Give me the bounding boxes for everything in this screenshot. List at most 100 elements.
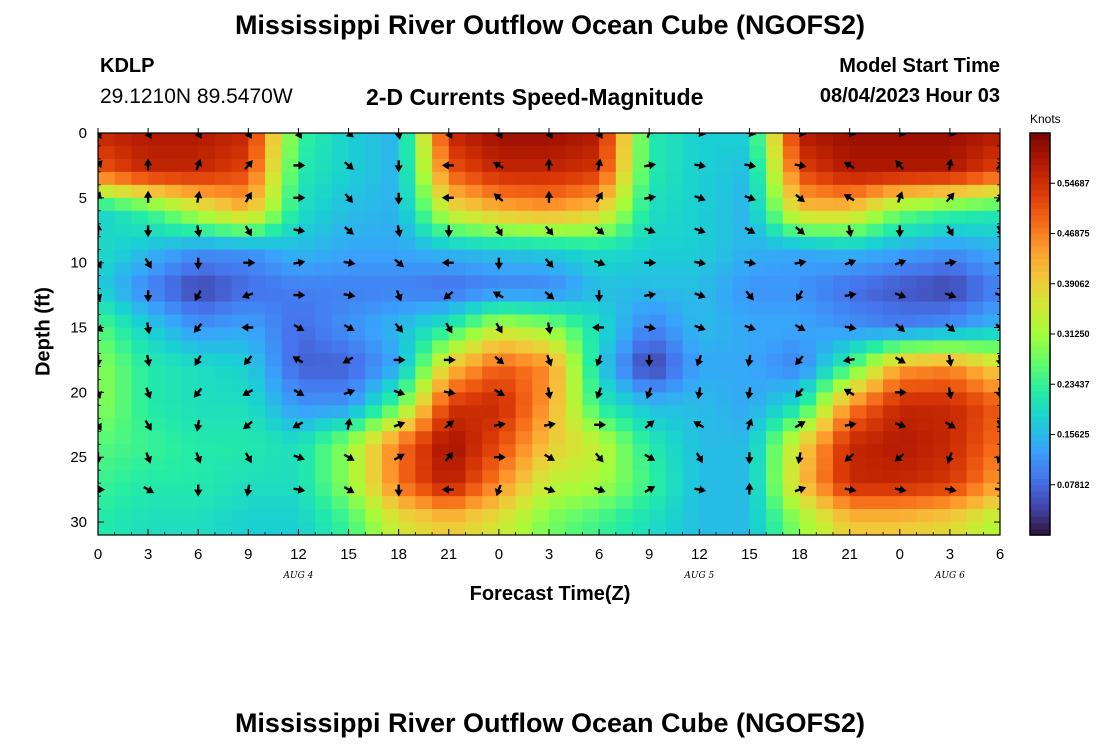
heatmap-cell (582, 327, 600, 342)
heatmap-cell (933, 288, 951, 303)
heatmap-cell (565, 392, 583, 406)
colorbar-segment (1030, 509, 1050, 517)
heatmap-cell (532, 509, 550, 523)
heatmap-cell (315, 392, 333, 406)
current-arrow (842, 355, 855, 365)
heatmap-cell (866, 379, 884, 393)
heatmap-cell (899, 171, 918, 186)
heatmap-cell (164, 418, 183, 432)
heatmap-cell (615, 496, 634, 510)
heatmap-cell (883, 405, 901, 419)
heatmap-cell (432, 171, 450, 186)
heatmap-cell (582, 392, 600, 406)
heatmap-cell (883, 210, 901, 225)
heatmap-cell (315, 262, 333, 277)
heatmap-cell (98, 197, 116, 212)
heatmap-cell (549, 262, 567, 277)
heatmap-cell (298, 223, 316, 238)
heatmap-cell (899, 392, 918, 406)
heatmap-cell (465, 275, 483, 290)
heatmap-cell (749, 275, 767, 290)
heatmap-cell (365, 210, 383, 225)
heatmap-cell (265, 496, 283, 510)
heatmap-cell (381, 133, 400, 147)
heatmap-cell (615, 288, 634, 303)
current-arrow (144, 257, 152, 269)
colorbar-segment (1030, 189, 1050, 197)
heatmap-cell (131, 431, 149, 445)
heatmap-cell (532, 314, 550, 329)
heatmap-cell (582, 431, 600, 445)
heatmap-cell (632, 457, 650, 471)
current-arrow (694, 226, 706, 235)
heatmap-cell (933, 223, 951, 238)
heatmap-cell (432, 496, 450, 510)
heatmap-cell (498, 210, 517, 225)
heatmap-cell (198, 353, 216, 368)
current-arrow (493, 420, 506, 429)
heatmap-cell (816, 184, 834, 199)
x-tick-label: 21 (440, 546, 457, 563)
heatmap-cell (181, 496, 199, 510)
heatmap-cell (432, 483, 450, 497)
current-arrow (844, 290, 857, 300)
heatmap-cell (966, 210, 984, 225)
heatmap-cell (131, 158, 149, 173)
heatmap-cell (949, 418, 968, 432)
heatmap-cell (665, 236, 684, 251)
heatmap-cell (432, 236, 450, 251)
current-arrow (894, 388, 907, 397)
heatmap-cell (599, 171, 617, 186)
heatmap-cell (448, 366, 467, 380)
heatmap-cell (331, 405, 350, 419)
heatmap-cell (782, 340, 801, 355)
heatmap-cell (432, 353, 450, 368)
heatmap-cell (465, 366, 483, 380)
heatmap-cell (799, 236, 817, 251)
heatmap-cell (916, 249, 934, 264)
current-arrow (843, 161, 855, 170)
heatmap-cell (916, 158, 934, 173)
heatmap-cell (398, 405, 416, 419)
heatmap-cell (131, 236, 149, 251)
heatmap-cell (515, 470, 533, 484)
heatmap-cell (98, 522, 116, 535)
heatmap-cell (632, 327, 650, 342)
heatmap-cell (983, 301, 1000, 316)
heatmap-cell (883, 431, 901, 445)
heatmap-cell (164, 353, 183, 368)
heatmap-cell (248, 197, 266, 212)
current-arrow (844, 453, 855, 462)
heatmap-cell (682, 236, 700, 251)
heatmap-cell (532, 171, 550, 186)
heatmap-cell (148, 184, 166, 199)
heatmap-cell (365, 444, 383, 458)
current-arrow (644, 323, 657, 332)
heatmap-cell (214, 301, 233, 316)
heatmap-cell (699, 340, 717, 355)
heatmap-cell (883, 197, 901, 212)
heatmap-cell (749, 379, 767, 393)
heatmap-cell (98, 431, 116, 445)
heatmap-cell (565, 197, 583, 212)
heatmap-cell (281, 366, 300, 380)
heatmap-cell (365, 171, 383, 186)
heatmap-cell (582, 171, 600, 186)
heatmap-cell (298, 171, 316, 186)
heatmap-cell (498, 288, 517, 303)
heatmap-cell (265, 327, 283, 342)
heatmap-cell (565, 522, 583, 535)
heatmap-cell (615, 158, 634, 173)
heatmap-cell (348, 353, 366, 368)
heatmap-cell (649, 171, 667, 186)
heatmap-cell (849, 184, 867, 199)
heatmap-cell (315, 509, 333, 523)
heatmap-cell (599, 483, 617, 497)
heatmap-cell (749, 210, 767, 225)
heatmap-cell (866, 327, 884, 342)
heatmap-cell (532, 262, 550, 277)
heatmap-cell (866, 496, 884, 510)
heatmap-cell (983, 275, 1000, 290)
heatmap-cell (482, 457, 500, 471)
chart-subtitle: 2-D Currents Speed-Magnitude (366, 84, 704, 110)
